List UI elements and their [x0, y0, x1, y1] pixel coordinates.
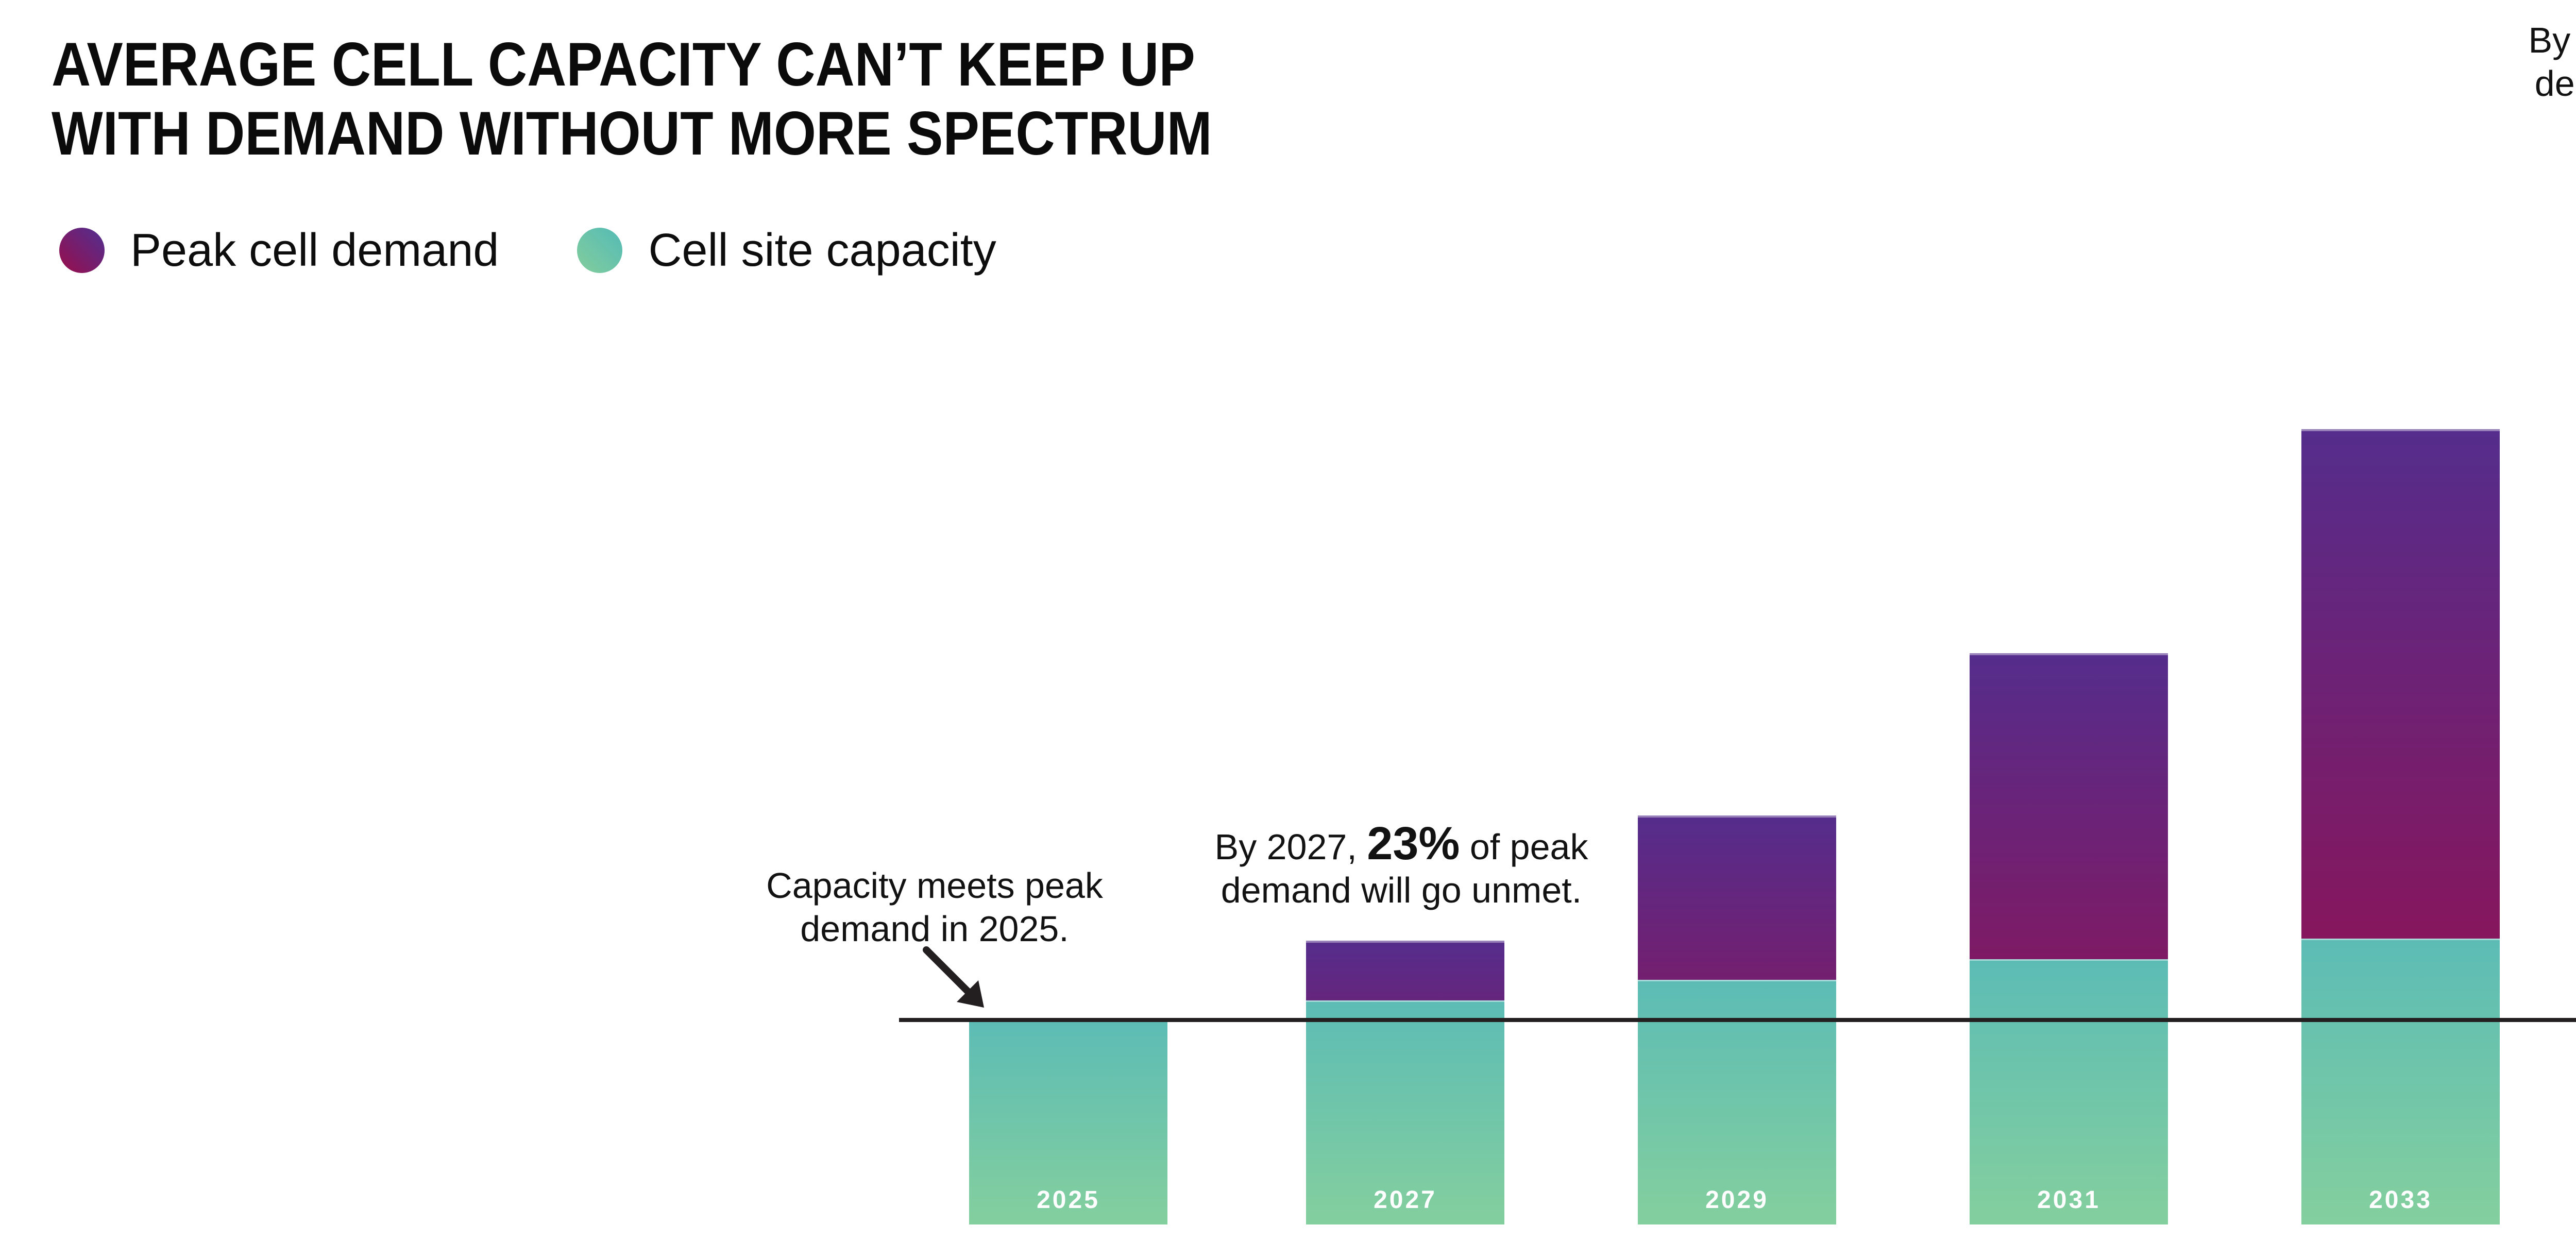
annotation-unmet-2035: By 2035, 73% of peak demand will go unme…	[2458, 15, 2576, 105]
annotation-unmet-2035-line2: demand will go unmet.	[2534, 63, 2576, 104]
capacity-segment-2033: 2033	[2301, 939, 2500, 1224]
capacity-segment-2027: 2027	[1306, 1000, 1504, 1224]
chart-title: AVERAGE CELL CAPACITY CAN’T KEEP UP WITH…	[52, 30, 1212, 168]
annotation-capacity-2025: Capacity meets peak demand in 2025.	[728, 864, 1141, 950]
annotation-2027-percent: 23%	[1367, 818, 1460, 870]
bar-group-2025: 2025	[969, 1019, 1167, 1224]
legend-item-demand: Peak cell demand	[59, 224, 499, 277]
chart-title-line1: AVERAGE CELL CAPACITY CAN’T KEEP UP	[52, 30, 1195, 99]
demand-swatch-icon	[59, 228, 105, 273]
annotation-unmet-2035-line1: By 2035, 73% of peak	[2458, 15, 2576, 62]
capacity-segment-2031: 2031	[1970, 959, 2168, 1224]
legend: Peak cell demand Cell site capacity	[59, 224, 996, 277]
annotation-2027-prefix: By 2027,	[1214, 827, 1367, 867]
annotation-2035-prefix: By 2035,	[2528, 20, 2576, 60]
chart-title-line2: WITH DEMAND WITHOUT MORE SPECTRUM	[52, 99, 1212, 168]
year-label: 2029	[1705, 1186, 1769, 1214]
year-label: 2031	[2037, 1186, 2100, 1214]
down-right-arrow-icon	[923, 946, 984, 1008]
capacity-segment-2025: 2025	[969, 1019, 1167, 1224]
capacity-swatch-icon	[577, 228, 623, 273]
legend-item-capacity: Cell site capacity	[577, 224, 996, 277]
year-label: 2025	[1037, 1186, 1100, 1214]
year-label: 2033	[2369, 1186, 2432, 1214]
annotation-capacity-2025-line2: demand in 2025.	[800, 909, 1069, 949]
annotation-2027-suffix: of peak	[1460, 827, 1588, 867]
annotation-unmet-2027: By 2027, 23% of peak demand will go unme…	[1144, 821, 1659, 912]
annotation-unmet-2027-line2: demand will go unmet.	[1221, 870, 1582, 910]
annotation-unmet-2027-line1: By 2027, 23% of peak	[1144, 821, 1659, 869]
bar-group-2031: 2031	[1970, 653, 2168, 1224]
capacity-segment-2029: 2029	[1638, 980, 1836, 1224]
baseline	[899, 1018, 2576, 1022]
year-label: 2027	[1374, 1186, 1437, 1214]
bar-group-2033: 2033	[2301, 429, 2500, 1224]
annotation-capacity-2025-line1: Capacity meets peak	[766, 865, 1103, 906]
legend-label-capacity: Cell site capacity	[648, 224, 996, 276]
legend-label-demand: Peak cell demand	[130, 224, 499, 276]
bar-group-2027: 2027	[1306, 941, 1504, 1224]
